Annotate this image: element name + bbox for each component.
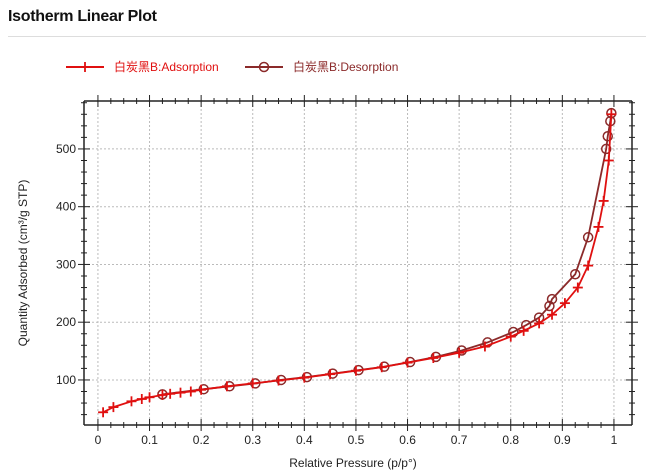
data-point [546, 293, 558, 305]
data-point [544, 300, 555, 312]
x-tick-label: 0.1 [141, 433, 158, 447]
data-point [600, 143, 612, 155]
data-point [569, 269, 581, 280]
series-line-circle [162, 113, 613, 396]
x-tick-label: 0.4 [296, 433, 313, 447]
x-tick-label: 0.7 [451, 433, 468, 447]
series-line-plus [102, 114, 613, 414]
x-tick-label: 0.5 [348, 433, 365, 447]
x-tick-label: 0.6 [399, 433, 416, 447]
data-point [602, 130, 613, 142]
legend-label: 白炭黑B:Desorption [293, 59, 398, 74]
title-divider [8, 36, 646, 37]
x-tick-label: 0.8 [502, 433, 519, 447]
y-tick-label: 500 [56, 142, 76, 156]
x-tick-label: 0.2 [193, 433, 210, 447]
page-title: Isotherm Linear Plot [8, 8, 157, 25]
x-tick-label: 0.9 [554, 433, 571, 447]
x-axis-label: Relative Pressure (p/p°) [289, 456, 417, 470]
y-tick-label: 200 [56, 315, 76, 329]
y-tick-label: 400 [56, 200, 76, 214]
x-tick-label: 0.3 [244, 433, 261, 447]
y-tick-label: 100 [56, 373, 76, 387]
y-axis-label: Quantity Adsorbed (cm³/g STP) [16, 180, 30, 347]
data-point [582, 232, 594, 243]
x-tick-label: 0 [95, 433, 102, 447]
legend-marker [258, 61, 270, 73]
y-tick-label: 300 [56, 257, 76, 271]
x-tick-label: 1 [611, 433, 618, 447]
legend-label: 白炭黑B:Adsorption [114, 59, 219, 74]
